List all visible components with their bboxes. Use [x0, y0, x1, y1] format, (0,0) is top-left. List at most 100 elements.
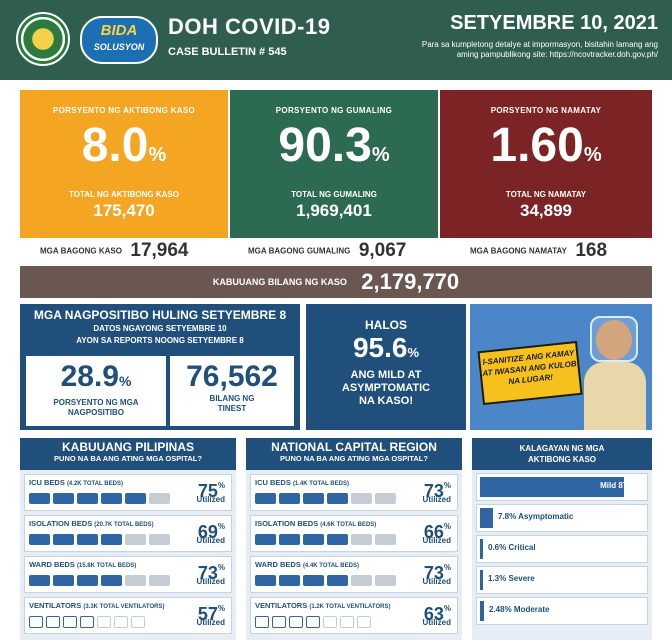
- bed-unit-icon: [375, 534, 396, 545]
- tested-label1: BILANG NG: [209, 394, 255, 403]
- pct-sign: %: [443, 481, 451, 490]
- ph-isolation-number: 69: [197, 522, 218, 542]
- ventilator-icon: [289, 616, 303, 628]
- pct-sign: %: [443, 522, 451, 531]
- ph-ventilator-number: 57: [197, 604, 218, 624]
- bida-solusyon-logo: BIDA SOLUSYON: [80, 16, 158, 64]
- bed-unit-icon: [255, 493, 276, 504]
- status-asymptomatic-label: 7.8% Asymptomatic: [498, 512, 574, 521]
- status-moderate-row: 2.48% Moderate: [476, 597, 648, 625]
- ventilator-icon: [63, 616, 77, 628]
- ph-icu-meter: [29, 493, 170, 504]
- ph-ward-number: 73: [197, 563, 218, 583]
- positivity-sub2: AYON SA REPORTS NOONG SETYEMBRE 8: [76, 336, 244, 345]
- ph-isolation-detail: (20.7K TOTAL BEDS): [94, 522, 154, 528]
- pct-sign: %: [148, 144, 167, 166]
- total-cases-label: KABUUANG BILANG NG KASO: [212, 277, 347, 287]
- positivity-rate: 28.9%: [26, 360, 166, 398]
- active-pct-label: PORSYENTO NG AKTIBONG KASO: [52, 106, 196, 115]
- deaths-pct-label: PORSYENTO NG NAMATAY: [490, 106, 602, 115]
- ncr-ward-name: WARD BEDS: [255, 560, 301, 569]
- ncr-ward-number: 73: [423, 563, 444, 583]
- hospital-ph-section: KABUUANG PILIPINAS PUNO NA BA ANG ATING …: [20, 438, 236, 640]
- ncr-ventilator-detail: (1.2K TOTAL VENTILATORS): [309, 604, 391, 610]
- bed-unit-icon: [125, 493, 146, 504]
- bed-unit-icon: [77, 534, 98, 545]
- ncr-ward-label: WARD BEDS (4.4K TOTAL BEDS): [255, 560, 359, 569]
- new-cases-value: 17,964: [130, 240, 189, 261]
- ventilator-icon: [97, 616, 111, 628]
- ncr-ventilator-meter: [255, 616, 371, 628]
- new-recovered-label: MGA BAGONG GUMALING: [248, 246, 351, 256]
- ncr-icu-label: ICU BEDS (1.4K TOTAL BEDS): [255, 478, 349, 487]
- ncr-isolation-label: ISOLATION BEDS (4.6K TOTAL BEDS): [255, 519, 376, 528]
- ncr-isolation-name: ISOLATION BEDS: [255, 519, 319, 528]
- ncr-ventilator-value: 63%: [424, 604, 451, 625]
- ph-ward-row: WARD BEDS (15.8K TOTAL BEDS) 73% Utilize…: [24, 556, 232, 593]
- ventilator-icon: [357, 616, 371, 628]
- ph-ward-meter: [29, 575, 170, 586]
- ncr-icu-number: 73: [423, 481, 444, 501]
- health-worker-icon: [582, 314, 646, 430]
- utilized-label: Utilized: [196, 536, 225, 545]
- status-header: KALAGAYAN NG MGA AKTIBONG KASO: [472, 438, 652, 470]
- ncr-ventilator-label: VENTILATORS (1.2K TOTAL VENTILATORS): [255, 601, 390, 610]
- bed-unit-icon: [77, 575, 98, 586]
- pct-sign: %: [118, 373, 132, 389]
- ph-ward-detail: (15.8K TOTAL BEDS): [76, 563, 137, 569]
- bed-unit-icon: [279, 493, 300, 504]
- bed-unit-icon: [101, 575, 122, 586]
- positivity-rate-number: 28.9: [60, 360, 119, 393]
- bed-unit-icon: [351, 493, 372, 504]
- positivity-block: MGA NAGPOSITIBO HULING SETYEMBRE 8 DATOS…: [20, 304, 300, 430]
- ph-ward-label: WARD BEDS (15.8K TOTAL BEDS): [29, 560, 136, 569]
- utilized-label: Utilized: [196, 577, 225, 586]
- ph-isolation-row: ISOLATION BEDS (20.7K TOTAL BEDS) 69% Ut…: [24, 515, 232, 552]
- status-title1: KALAGAYAN NG MGA: [519, 444, 605, 453]
- status-asymptomatic-bar: [480, 508, 493, 528]
- ph-ward-name: WARD BEDS: [29, 560, 75, 569]
- ventilator-icon: [323, 616, 337, 628]
- active-total-value: 175,470: [93, 201, 155, 220]
- ncr-isolation-row: ISOLATION BEDS (4.6K TOTAL BEDS) 66% Uti…: [250, 515, 458, 552]
- bed-unit-icon: [279, 575, 300, 586]
- ncr-ventilator-number: 63: [423, 604, 444, 624]
- bed-unit-icon: [327, 534, 348, 545]
- bed-unit-icon: [29, 493, 50, 504]
- ncr-icu-value: 73%: [424, 481, 451, 502]
- ph-icu-detail: (4.2K TOTAL BEDS): [66, 481, 123, 487]
- deaths-card: PORSYENTO NG NAMATAY 1.60% TOTAL NG NAMA…: [440, 90, 652, 238]
- status-critical-row: 0.6% Critical: [476, 535, 648, 563]
- ncr-ward-meter: [255, 575, 396, 586]
- ph-ventilator-value: 57%: [198, 604, 225, 625]
- utilized-label: Utilized: [422, 577, 451, 586]
- ph-isolation-name: ISOLATION BEDS: [29, 519, 93, 528]
- hospital-ph-subtitle: PUNO NA BA ANG ATING MGA OSPITAL?: [54, 454, 202, 463]
- doh-seal-icon: [16, 12, 70, 66]
- ncr-icu-row: ICU BEDS (1.4K TOTAL BEDS) 73% Utilized: [250, 474, 458, 511]
- recovered-card: PORSYENTO NG GUMALING 90.3% TOTAL NG GUM…: [230, 90, 438, 238]
- ph-icu-name: ICU BEDS: [29, 478, 65, 487]
- bed-unit-icon: [149, 493, 170, 504]
- bed-unit-icon: [279, 534, 300, 545]
- ventilator-icon: [255, 616, 269, 628]
- ph-ventilator-meter: [29, 616, 145, 628]
- bed-unit-icon: [351, 534, 372, 545]
- ncr-ventilator-row: VENTILATORS (1.2K TOTAL VENTILATORS) 63%…: [250, 597, 458, 634]
- pct-sign: %: [371, 144, 390, 166]
- hospital-ph-title: KABUUANG PILIPINAS: [61, 440, 194, 454]
- ph-icu-row: ICU BEDS (4.2K TOTAL BEDS) 75% Utilized: [24, 474, 232, 511]
- total-cases-value: 2,179,770: [361, 269, 460, 294]
- bed-unit-icon: [77, 493, 98, 504]
- bed-unit-icon: [125, 534, 146, 545]
- ventilator-icon: [114, 616, 128, 628]
- active-pct-value: 8.0%: [20, 119, 228, 182]
- ncr-ward-detail: (4.4K TOTAL BEDS): [302, 563, 359, 569]
- new-deaths: MGA BAGONG NAMATAY 168: [470, 240, 607, 264]
- bed-unit-icon: [351, 575, 372, 586]
- ncr-icu-name: ICU BEDS: [255, 478, 291, 487]
- utilized-label: Utilized: [422, 618, 451, 627]
- positivity-rate-label1: PORSYENTO NG MGA: [53, 398, 139, 407]
- pct-sign: %: [407, 345, 420, 360]
- mild-line3: ASYMPTOMATIC: [341, 382, 431, 394]
